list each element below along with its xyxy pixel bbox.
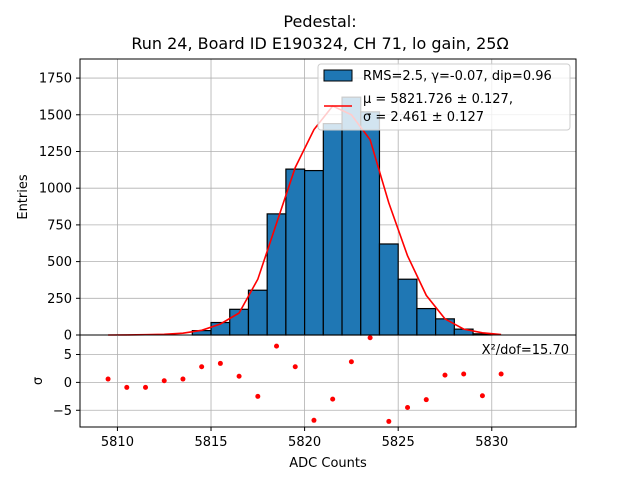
res-ytick-label: −5	[53, 404, 72, 419]
residual-point	[479, 393, 485, 399]
histogram-bars	[191, 96, 493, 336]
hist-ytick-label: 250	[47, 292, 72, 307]
residual-point	[311, 417, 317, 423]
histogram-bar	[416, 307, 437, 336]
xtick-label: 5810	[101, 435, 134, 450]
residual-point	[348, 359, 354, 365]
fit-curve-group	[108, 105, 502, 336]
histogram-bar	[247, 289, 268, 336]
residual-point	[105, 376, 111, 382]
residual-point	[161, 378, 167, 384]
hist-ytick-label: 1750	[39, 72, 72, 87]
residual-points	[105, 335, 504, 424]
legend-fit-label-line2: σ = 2.461 ± 0.127	[363, 110, 484, 125]
histogram-bar	[435, 318, 455, 336]
histogram-bar	[378, 243, 399, 336]
hist-ytick-label: 1250	[39, 145, 72, 160]
legend-fit-label-line1: μ = 5821.726 ± 0.127,	[363, 92, 513, 107]
xtick-label: 5820	[288, 435, 321, 450]
hist-ytick-label: 1500	[39, 108, 72, 123]
residual-point	[255, 393, 261, 399]
res-ytick-label: 0	[64, 376, 72, 391]
residual-point	[386, 418, 392, 424]
histogram-bar	[322, 122, 343, 336]
xtick-label: 5825	[382, 435, 415, 450]
residual-point	[274, 343, 280, 349]
res-ytick-label: 5	[64, 348, 72, 363]
legend: RMS=2.5, γ=-0.07, dip=0.96 μ = 5821.726 …	[317, 63, 571, 131]
legend-frame	[317, 63, 571, 131]
residual-point	[423, 397, 429, 403]
legend-hist-swatch	[323, 69, 353, 82]
residual-point	[405, 404, 411, 410]
xtick-label: 5815	[194, 435, 227, 450]
residual-point	[217, 360, 223, 366]
residual-point	[236, 373, 242, 379]
residual-point	[199, 364, 205, 370]
hist-ytick-label: 500	[47, 255, 72, 270]
histogram-bar	[360, 111, 381, 336]
chi2-annotation: X²/dof=15.70	[482, 343, 569, 358]
histogram-bar	[304, 169, 324, 336]
fit-curve	[108, 105, 502, 336]
hist-ytick-label: 750	[47, 218, 72, 233]
residual-point	[143, 384, 149, 390]
x-axis-label: ADC Counts	[289, 456, 367, 471]
residual-point	[461, 371, 467, 377]
residual-axes: −5 0 5 5810 5815 5820 5825 5830	[53, 334, 577, 450]
hist-ytick-label: 0	[64, 329, 72, 344]
residual-point	[180, 376, 186, 382]
residual-point	[124, 384, 130, 390]
xtick-label: 5830	[475, 435, 508, 450]
hist-ytick-label: 1000	[39, 182, 72, 197]
residual-point	[292, 364, 298, 370]
legend-hist-label: RMS=2.5, γ=-0.07, dip=0.96	[363, 69, 552, 84]
residual-grid	[80, 335, 576, 427]
residual-frame	[79, 334, 577, 428]
histogram-bar	[285, 168, 306, 336]
residual-point	[498, 371, 504, 377]
residual-point	[367, 335, 373, 341]
residual-point	[442, 372, 448, 378]
residual-point	[330, 396, 336, 402]
chart-title-line1: Pedestal:	[283, 12, 357, 31]
chart-title-line2: Run 24, Board ID E190324, CH 71, lo gain…	[131, 34, 509, 53]
histogram-bar	[341, 96, 362, 336]
y-axis-label-entries: Entries	[16, 174, 31, 220]
histogram-bar	[266, 213, 287, 336]
histogram-bar	[397, 278, 418, 336]
y-axis-label-sigma: σ	[31, 377, 46, 385]
